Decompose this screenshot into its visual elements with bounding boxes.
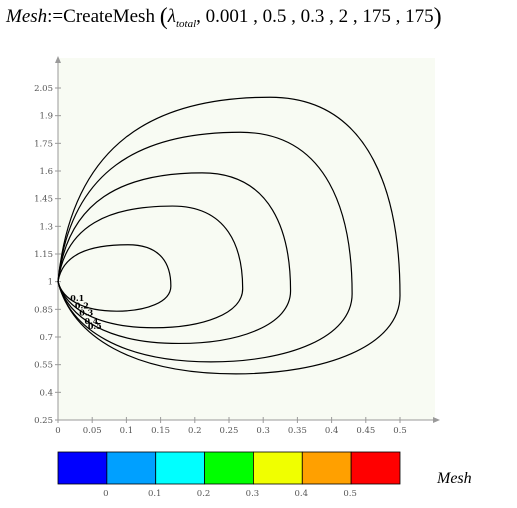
colorbar-tick-label: 0.4 <box>295 489 309 499</box>
formula-variable: Mesh <box>6 6 48 27</box>
colorbar-tick-label: 0 <box>103 489 108 499</box>
plot-axes <box>55 56 440 423</box>
colorbar-swatch <box>57 451 108 485</box>
x-tick-label: 0.25 <box>220 426 239 436</box>
x-tick-label: 0.4 <box>325 426 339 436</box>
contour-lines: 0.10.20.30.40.5 <box>57 96 401 375</box>
colorbar-swatch <box>350 451 401 485</box>
y-tick-label: 0.55 <box>34 361 53 371</box>
colorbar-tick-label: 0.2 <box>197 489 211 499</box>
formula-lambda-subscript: total <box>175 18 197 30</box>
formula-close-paren: ) <box>433 4 442 30</box>
axis-ticks: 0.25 0.4 0.55 0.7 0.85 1 1.15 1.3 1.45 1.6 1.75 1.9… <box>34 84 407 436</box>
contour-label: 0.3 <box>79 307 93 317</box>
x-tick-label: 0.3 <box>256 426 270 436</box>
colorbar-swatch <box>155 451 205 485</box>
x-tick-label: 0.5 <box>393 426 407 436</box>
plot-area-background <box>58 58 435 420</box>
y-tick-label: 1.15 <box>34 250 53 260</box>
colorbar-swatch <box>106 451 157 485</box>
y-tick-label: 2.05 <box>34 84 53 94</box>
x-tick-label: 0.05 <box>83 426 102 436</box>
y-tick-label: 0.4 <box>39 388 53 398</box>
x-tick-label: 0.35 <box>288 426 307 436</box>
y-tick-label: 1.6 <box>39 167 53 177</box>
colorbar-tick-label: 0.5 <box>343 489 357 499</box>
contour-label: 0.4 <box>84 316 98 326</box>
colorbar-swatch <box>253 451 303 485</box>
y-axis-arrow <box>55 56 61 63</box>
y-tick-label: 1.3 <box>39 222 53 232</box>
contour-line <box>57 96 401 375</box>
formula-expression[interactable]: Mesh:=CreateMesh (λtotal, 0.001 , 0.5 , … <box>6 4 511 38</box>
colorbar-swatch <box>204 451 254 485</box>
y-tick-label: 1.75 <box>34 139 53 149</box>
x-tick-label: 0.1 <box>120 426 134 436</box>
y-tick-label: 0.25 <box>34 416 53 426</box>
colorbar-swatch <box>301 451 352 485</box>
contour-line <box>57 244 172 312</box>
colorbar-tick-label: 0.3 <box>246 489 260 499</box>
formula-open-paren: ( <box>159 4 168 30</box>
colorbar: 0 0.1 0.2 0.3 0.4 0.5 <box>57 451 401 499</box>
x-tick-label: 0.15 <box>151 426 170 436</box>
formula-assign-operator: := <box>47 6 64 27</box>
y-tick-label: 1 <box>48 278 53 288</box>
contour-line <box>57 131 353 363</box>
y-tick-label: 1.9 <box>39 112 53 122</box>
colorbar-tick-label: 0.1 <box>148 489 162 499</box>
y-tick-label: 0.7 <box>39 333 53 343</box>
contour-label: 0.2 <box>75 300 89 310</box>
x-tick-label: 0.2 <box>188 426 202 436</box>
contour-line <box>57 205 244 329</box>
x-tick-label: 0 <box>55 426 60 436</box>
contour-line <box>57 172 292 345</box>
plot-variable-label[interactable]: Mesh <box>437 470 472 487</box>
y-tick-label: 1.45 <box>34 195 53 205</box>
formula-arguments: , 0.001 , 0.5 , 0.3 , 2 , 175 , 175 <box>196 6 434 27</box>
contour-label: 0.1 <box>70 293 84 303</box>
x-tick-label: 0.45 <box>356 426 375 436</box>
y-tick-label: 0.85 <box>34 305 53 315</box>
x-axis-arrow <box>433 417 440 423</box>
contour-label: 0.5 <box>88 321 102 331</box>
formula-lambda: λ <box>167 6 176 27</box>
formula-function-name: CreateMesh <box>63 6 155 27</box>
